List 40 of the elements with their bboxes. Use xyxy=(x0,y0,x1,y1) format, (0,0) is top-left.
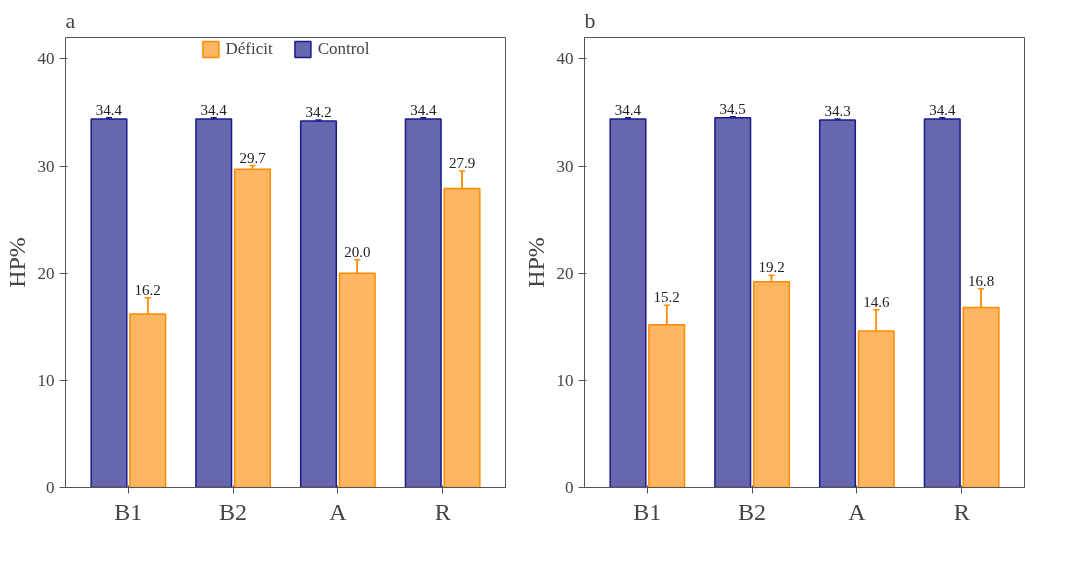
x-tick-label: B1 xyxy=(633,498,662,525)
legend-label: Control xyxy=(317,39,370,59)
data-label: 15.2 xyxy=(653,289,680,306)
data-label: 16.8 xyxy=(967,272,995,289)
x-tick-label: B1 xyxy=(114,498,143,525)
x-tick-label: R xyxy=(434,498,451,525)
y-tick-label: 10 xyxy=(37,370,55,390)
chart-title: a xyxy=(65,7,76,33)
data-label: 34.4 xyxy=(614,101,642,118)
y-tick-label: 40 xyxy=(37,49,55,69)
data-label: 34.2 xyxy=(305,104,332,120)
x-tick-label: B2 xyxy=(738,498,767,525)
x-tick-label: R xyxy=(953,498,970,525)
y-tick-label: 20 xyxy=(37,263,55,283)
x-tick-label: B2 xyxy=(219,498,248,525)
y-tick-label: 10 xyxy=(556,370,574,390)
x-tick-label: A xyxy=(848,498,867,525)
y-axis-title: HP% xyxy=(522,237,549,288)
y-tick-label: 30 xyxy=(37,156,55,176)
y-axis-title: HP% xyxy=(3,237,30,288)
y-tick-label: 20 xyxy=(556,263,574,283)
x-tick-label: A xyxy=(329,498,348,525)
data-label: 20.0 xyxy=(344,243,371,260)
y-tick-label: 40 xyxy=(556,49,574,69)
data-label: 19.2 xyxy=(758,259,785,276)
data-label: 29.7 xyxy=(239,149,267,166)
chart-title: b xyxy=(584,7,596,33)
y-tick-label: 0 xyxy=(46,478,55,497)
y-tick-label: 30 xyxy=(556,156,574,176)
data-label: 34.4 xyxy=(410,101,437,118)
data-label: 34.4 xyxy=(929,101,956,118)
data-label: 34.4 xyxy=(95,101,123,118)
legend-label: Déficit xyxy=(225,39,273,59)
data-label: 16.2 xyxy=(134,281,161,298)
data-label: 34.4 xyxy=(200,101,228,118)
data-label: 27.9 xyxy=(448,154,476,171)
data-label: 14.6 xyxy=(863,293,890,310)
data-label: 34.5 xyxy=(719,100,746,117)
y-tick-label: 0 xyxy=(565,478,574,497)
data-label: 34.3 xyxy=(824,102,851,119)
